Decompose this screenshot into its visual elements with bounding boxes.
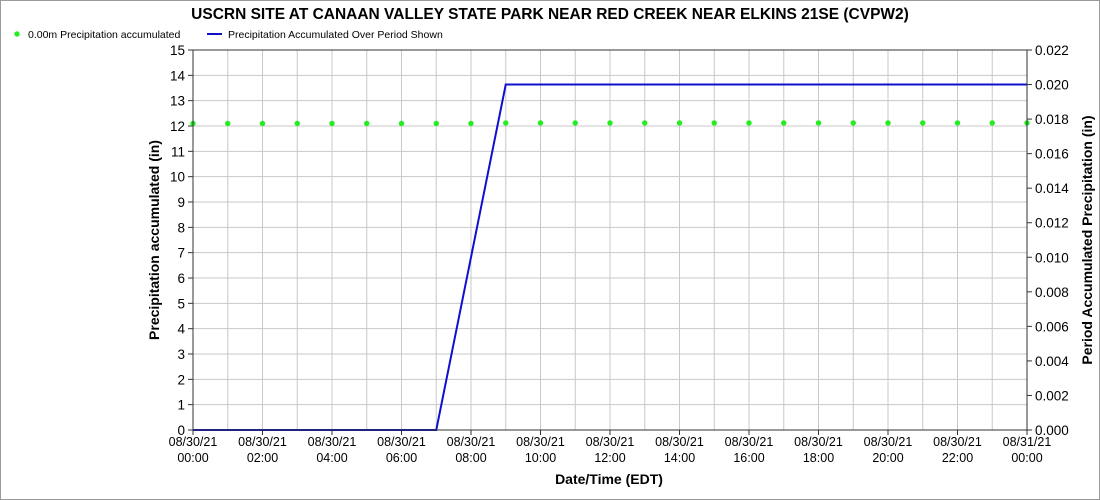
data-point-accumulated	[781, 120, 787, 126]
data-point-accumulated	[572, 120, 578, 126]
legend-label-accumulated: 0.00m Precipitation accumulated	[28, 29, 180, 41]
left-tick-label: 13	[170, 94, 185, 109]
x-tick-time-label: 16:00	[733, 451, 764, 465]
x-tick-time-label: 20:00	[872, 451, 903, 465]
x-tick-time-label: 08:00	[455, 451, 486, 465]
data-point-accumulated	[850, 120, 856, 126]
left-tick-label: 5	[177, 296, 185, 311]
chart-title: USCRN SITE AT CANAAN VALLEY STATE PARK N…	[191, 6, 909, 23]
x-tick-time-label: 18:00	[803, 451, 834, 465]
data-point-accumulated	[607, 120, 613, 126]
x-tick-date-label: 08/30/21	[308, 435, 357, 449]
legend-marker-accumulated	[14, 31, 20, 37]
right-tick-label: 0.022	[1035, 43, 1069, 58]
left-tick-label: 8	[177, 220, 185, 235]
data-point-accumulated	[225, 120, 231, 127]
data-point-accumulated	[642, 120, 648, 126]
left-axis-label: Precipitation accumulated (in)	[146, 140, 162, 340]
left-tick-label: 0	[177, 423, 185, 438]
left-tick-label: 9	[177, 195, 185, 210]
data-point-accumulated	[294, 120, 300, 127]
x-axis-ticks: 08/30/21 00:00 08/30/21 02:00 08/30/21 04:00 0…	[169, 430, 1052, 465]
legend-label-period: Precipitation Accumulated Over Period Sh…	[228, 29, 443, 41]
x-tick-time-label: 02:00	[247, 451, 278, 465]
left-tick-label: 12	[170, 119, 185, 134]
x-tick-time-label: 14:00	[664, 451, 695, 465]
right-tick-label: 0.006	[1035, 319, 1069, 334]
legend: 0.00m Precipitation accumulated Precipit…	[14, 29, 443, 41]
x-tick-date-label: 08/30/21	[516, 435, 565, 449]
x-tick-time-label: 22:00	[942, 451, 973, 465]
right-tick-label: 0.016	[1035, 147, 1069, 162]
x-tick-date-label: 08/30/21	[377, 435, 426, 449]
left-tick-label: 15	[170, 43, 185, 58]
data-point-accumulated	[364, 120, 370, 127]
x-tick-time-label: 06:00	[386, 451, 417, 465]
data-point-accumulated	[920, 120, 926, 126]
right-tick-label: 0.018	[1035, 112, 1069, 127]
right-tick-label: 0.004	[1035, 354, 1069, 369]
data-point-accumulated	[815, 120, 822, 126]
data-point-accumulated	[468, 120, 474, 127]
data-point-accumulated	[954, 120, 961, 126]
x-tick-time-label: 00:00	[1011, 451, 1042, 465]
data-point-accumulated	[259, 120, 266, 127]
right-axis-label: Period Accumulated Precipitation (in)	[1079, 115, 1095, 364]
x-tick-date-label: 08/30/21	[794, 435, 843, 449]
grid	[192, 49, 1028, 431]
x-tick-date-label: 08/30/21	[655, 435, 704, 449]
plot-area-border	[192, 49, 1028, 431]
right-tick-label: 0.000	[1035, 423, 1069, 438]
data-point-accumulated	[329, 120, 335, 127]
x-tick-time-label: 10:00	[525, 451, 556, 465]
left-tick-label: 14	[170, 68, 186, 83]
right-tick-label: 0.010	[1035, 250, 1069, 265]
left-tick-label: 2	[177, 372, 185, 387]
right-tick-label: 0.020	[1035, 78, 1069, 93]
x-tick-date-label: 08/30/21	[725, 435, 774, 449]
x-tick-date-label: 08/30/21	[447, 435, 496, 449]
data-point-accumulated	[989, 120, 995, 126]
x-tick-date-label: 08/30/21	[586, 435, 635, 449]
x-tick-date-label: 08/31/21	[1003, 435, 1052, 449]
left-tick-label: 7	[177, 246, 185, 261]
x-tick-date-label: 08/30/21	[238, 435, 287, 449]
right-axis-ticks: 0.000 0.002 0.004 0.006 0.008 0.010 0.012 0.014…	[1027, 43, 1069, 438]
data-point-accumulated	[433, 120, 439, 127]
data-point-accumulated	[398, 120, 405, 127]
x-tick-time-label: 04:00	[316, 451, 347, 465]
left-tick-label: 4	[177, 322, 185, 337]
left-tick-label: 11	[171, 144, 185, 159]
left-tick-label: 3	[177, 347, 185, 362]
left-tick-label: 10	[170, 170, 185, 185]
data-point-accumulated	[676, 120, 683, 126]
data-point-accumulated	[537, 120, 544, 126]
x-tick-date-label: 08/30/21	[169, 435, 218, 449]
x-tick-date-label: 08/30/21	[864, 435, 913, 449]
right-tick-label: 0.002	[1035, 388, 1069, 403]
x-tick-date-label: 08/30/21	[933, 435, 982, 449]
right-tick-label: 0.012	[1035, 216, 1069, 231]
data-point-accumulated	[503, 120, 509, 126]
data-point-accumulated	[885, 120, 891, 126]
right-tick-label: 0.008	[1035, 285, 1069, 300]
left-tick-label: 1	[177, 398, 185, 413]
data-point-accumulated	[746, 120, 752, 126]
x-tick-time-label: 00:00	[177, 451, 208, 465]
left-tick-label: 6	[177, 271, 185, 286]
x-tick-time-label: 12:00	[594, 451, 625, 465]
x-axis-label: Date/Time (EDT)	[555, 471, 663, 487]
right-tick-label: 0.014	[1035, 181, 1069, 196]
data-point-accumulated	[711, 120, 717, 126]
